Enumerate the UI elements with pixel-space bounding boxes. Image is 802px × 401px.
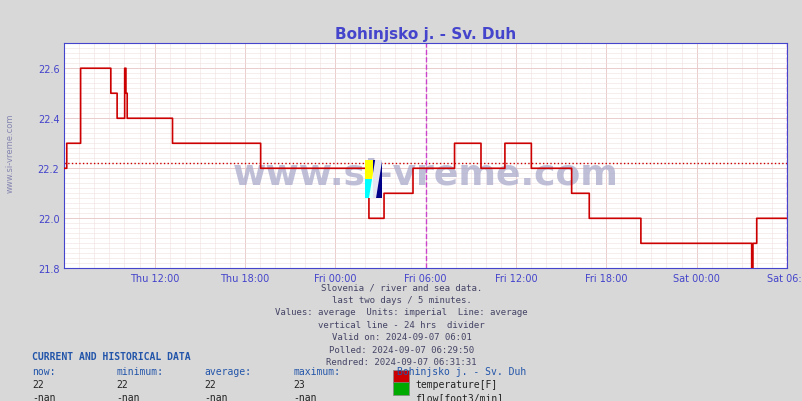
Text: average:: average:	[205, 366, 252, 376]
Text: -nan: -nan	[32, 392, 55, 401]
Text: CURRENT AND HISTORICAL DATA: CURRENT AND HISTORICAL DATA	[32, 351, 191, 361]
Text: -nan: -nan	[116, 392, 140, 401]
Text: minimum:: minimum:	[116, 366, 164, 376]
Text: 22: 22	[205, 379, 217, 389]
FancyBboxPatch shape	[392, 382, 408, 395]
Text: 22: 22	[116, 379, 128, 389]
Bar	[364, 180, 373, 198]
Bar	[373, 160, 382, 198]
Text: -nan: -nan	[293, 392, 316, 401]
Title: Bohinjsko j. - Sv. Duh: Bohinjsko j. - Sv. Duh	[334, 26, 516, 42]
Text: temperature[F]: temperature[F]	[415, 379, 496, 389]
Text: now:: now:	[32, 366, 55, 376]
Text: maximum:: maximum:	[293, 366, 340, 376]
Text: www.si-vreme.com: www.si-vreme.com	[233, 158, 618, 191]
FancyBboxPatch shape	[392, 371, 408, 383]
Text: www.si-vreme.com: www.si-vreme.com	[6, 113, 15, 192]
Text: Bohinjsko j. - Sv. Duh: Bohinjsko j. - Sv. Duh	[397, 366, 526, 376]
Text: 23: 23	[293, 379, 305, 389]
Text: 22: 22	[32, 379, 44, 389]
Bar	[364, 160, 373, 180]
Polygon shape	[369, 160, 382, 198]
Text: -nan: -nan	[205, 392, 228, 401]
Text: Slovenia / river and sea data.
last two days / 5 minutes.
Values: average  Units: Slovenia / river and sea data. last two …	[275, 283, 527, 367]
Text: flow[foot3/min]: flow[foot3/min]	[415, 392, 503, 401]
